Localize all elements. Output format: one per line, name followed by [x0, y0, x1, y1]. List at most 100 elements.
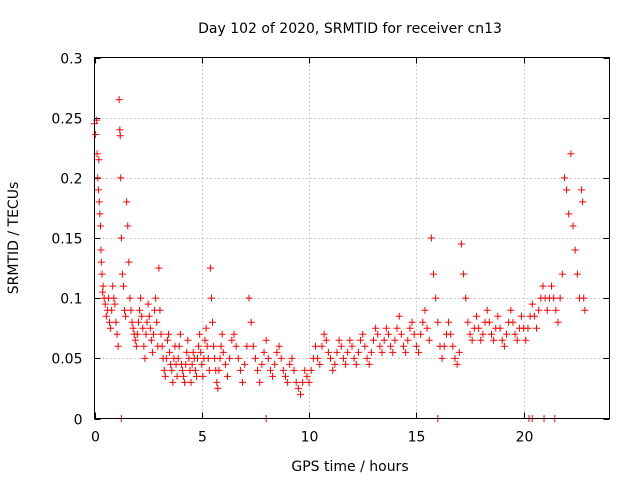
data-point — [97, 246, 105, 254]
data-point — [137, 294, 145, 302]
data-point — [533, 324, 541, 332]
data-point — [314, 354, 322, 362]
data-point — [556, 294, 564, 302]
data-point — [359, 330, 367, 338]
data-point — [243, 342, 251, 350]
data-point — [97, 222, 105, 230]
data-point — [163, 336, 171, 344]
data-point — [299, 378, 307, 386]
data-point — [214, 384, 222, 392]
data-point — [213, 378, 221, 386]
data-point — [284, 378, 292, 386]
data-point — [256, 378, 264, 386]
data-point — [199, 372, 207, 380]
data-point — [141, 354, 149, 362]
data-point — [216, 354, 224, 362]
data-point — [297, 390, 304, 398]
data-point — [107, 324, 115, 332]
data-point — [124, 222, 132, 230]
data-point — [131, 336, 139, 344]
data-point — [98, 270, 106, 278]
data-point — [384, 330, 392, 338]
data-point — [155, 264, 163, 272]
data-point — [511, 330, 519, 338]
data-point — [232, 342, 240, 350]
data-point — [554, 318, 562, 326]
data-point — [114, 342, 122, 350]
data-point — [196, 330, 204, 338]
data-point — [567, 150, 575, 158]
y-tick-label: 0.05 — [51, 352, 82, 368]
data-points — [91, 96, 589, 422]
data-point — [581, 306, 589, 314]
data-point — [472, 312, 480, 320]
data-point — [173, 372, 181, 380]
data-point — [142, 330, 150, 338]
x-tick-label: 0 — [91, 430, 100, 446]
data-point — [342, 360, 350, 368]
data-point — [410, 330, 418, 338]
data-point — [205, 366, 213, 374]
data-point — [195, 342, 203, 350]
data-point — [331, 360, 339, 368]
data-point — [432, 294, 440, 302]
data-point — [92, 131, 100, 139]
data-point — [292, 378, 300, 386]
data-point — [174, 354, 182, 362]
data-point — [113, 330, 121, 338]
data-point — [217, 342, 225, 350]
data-point — [312, 342, 320, 350]
data-point — [146, 324, 154, 332]
data-point — [513, 336, 521, 344]
data-point — [303, 372, 311, 380]
data-point — [305, 378, 313, 386]
data-point — [136, 306, 144, 314]
data-point — [307, 366, 315, 374]
data-point — [138, 312, 146, 320]
data-point — [404, 336, 412, 344]
data-point — [552, 306, 560, 314]
data-point — [102, 312, 110, 320]
y-tick-label: 0.25 — [51, 112, 82, 128]
x-tick-label: 15 — [408, 430, 426, 446]
data-point — [150, 330, 158, 338]
data-point — [498, 336, 506, 344]
data-point — [201, 336, 209, 344]
data-point — [427, 234, 435, 242]
y-axis-label: SRMTID / TECUs — [6, 182, 22, 295]
data-point — [578, 186, 586, 194]
data-point — [466, 330, 474, 338]
data-point — [387, 342, 395, 350]
data-point — [158, 342, 166, 350]
data-point — [273, 348, 281, 356]
data-point — [365, 360, 373, 368]
x-tick-label: 10 — [301, 430, 319, 446]
data-point — [337, 342, 345, 350]
data-point — [139, 324, 147, 332]
data-point — [207, 294, 215, 302]
data-point — [539, 282, 547, 290]
data-point — [558, 270, 566, 278]
data-point — [344, 348, 352, 356]
data-point — [367, 348, 375, 356]
data-point — [180, 372, 188, 380]
data-point — [247, 318, 255, 326]
data-point — [415, 348, 423, 356]
x-tick-label: 5 — [198, 430, 207, 446]
data-point — [162, 354, 170, 362]
data-point — [206, 264, 214, 272]
data-point — [108, 306, 116, 314]
data-point — [254, 366, 262, 374]
data-point — [224, 372, 232, 380]
data-point — [271, 360, 279, 368]
data-point — [249, 342, 257, 350]
data-point — [218, 330, 226, 338]
data-point — [128, 318, 136, 326]
data-point — [518, 312, 526, 320]
data-point — [152, 294, 160, 302]
data-point — [530, 312, 538, 320]
plot-frame — [94, 57, 610, 419]
data-point — [290, 366, 298, 374]
data-point — [543, 306, 551, 314]
data-point — [548, 282, 556, 290]
